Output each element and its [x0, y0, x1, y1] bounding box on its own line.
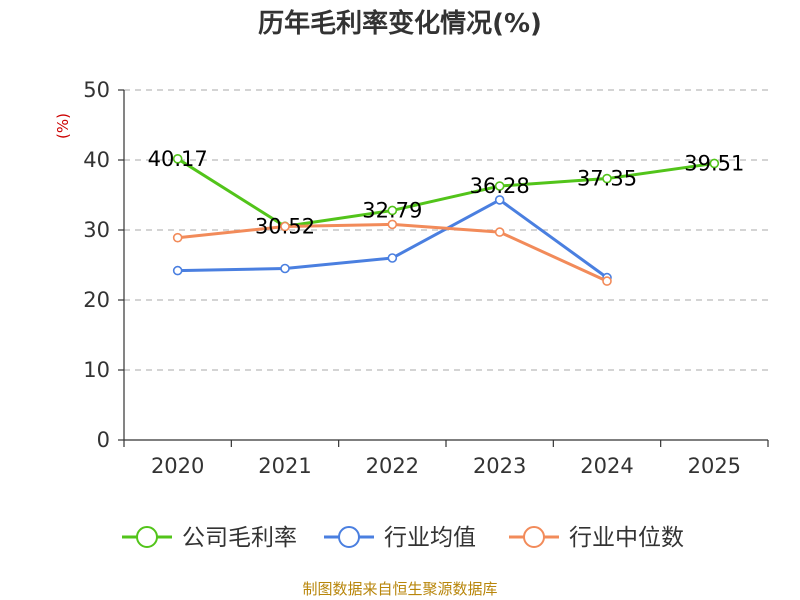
x-tick-label: 2022: [366, 454, 419, 478]
source-note: 制图数据来自恒生聚源数据库: [302, 580, 497, 598]
data-point: [172, 265, 183, 276]
y-tick-label: 20: [83, 288, 110, 312]
legend-marker-icon: [136, 526, 158, 548]
legend-item-0[interactable]: 公司毛利率: [122, 525, 297, 551]
x-tick-label: 2023: [473, 454, 526, 478]
data-point: [172, 154, 183, 164]
data-point: [387, 205, 398, 216]
data-point: [494, 181, 505, 191]
legend-label: 行业中位数: [569, 525, 684, 551]
data-point: [280, 263, 290, 274]
x-tick-label: 2021: [258, 454, 311, 478]
data-label: 30.52: [255, 214, 315, 238]
data-label: 39.51: [684, 151, 744, 175]
y-unit-label: (%): [54, 113, 72, 139]
x-tick-label: 2025: [688, 454, 741, 478]
data-label: 37.35: [577, 167, 637, 191]
data-label: 40.17: [148, 147, 208, 171]
legend-item-1[interactable]: 行业均值: [324, 525, 476, 551]
data-point: [387, 253, 398, 263]
data-point: [494, 195, 505, 205]
chart-title: 历年毛利率变化情况(%): [258, 8, 542, 39]
axes: 0 10 20 30 40 50 2020 2021 2022 2023 2024 2025: [83, 78, 769, 478]
y-tick-label: 0: [97, 428, 110, 452]
x-tick-label: 2020: [151, 454, 204, 478]
data-labels: 40.17 30.52 32.79 36.28 37.35 39.51: [148, 147, 745, 239]
series-line-2: [177, 222, 608, 283]
y-tick-label: 10: [83, 358, 110, 382]
data-label: 32.79: [362, 198, 422, 222]
data-point: [709, 158, 720, 169]
legend-label: 公司毛利率: [182, 525, 297, 551]
series-group: [172, 154, 720, 286]
data-point: [602, 276, 612, 286]
legend-marker-icon: [338, 526, 360, 548]
data-label: 36.28: [470, 174, 530, 198]
legend-label: 行业均值: [384, 525, 476, 551]
legend[interactable]: 公司毛利率 行业均值 行业中位数: [122, 525, 684, 551]
data-point: [602, 173, 612, 184]
legend-marker-icon: [523, 526, 545, 548]
legend-item-2[interactable]: 行业中位数: [509, 525, 684, 551]
y-tick-label: 50: [83, 78, 110, 102]
data-point: [172, 232, 183, 243]
data-point: [387, 219, 398, 230]
y-tick-label: 40: [83, 148, 110, 172]
x-tick-label: 2024: [580, 454, 633, 478]
data-point: [280, 221, 290, 232]
y-tick-label: 30: [83, 218, 110, 242]
data-point: [494, 227, 505, 237]
series-line-0: [176, 157, 715, 228]
